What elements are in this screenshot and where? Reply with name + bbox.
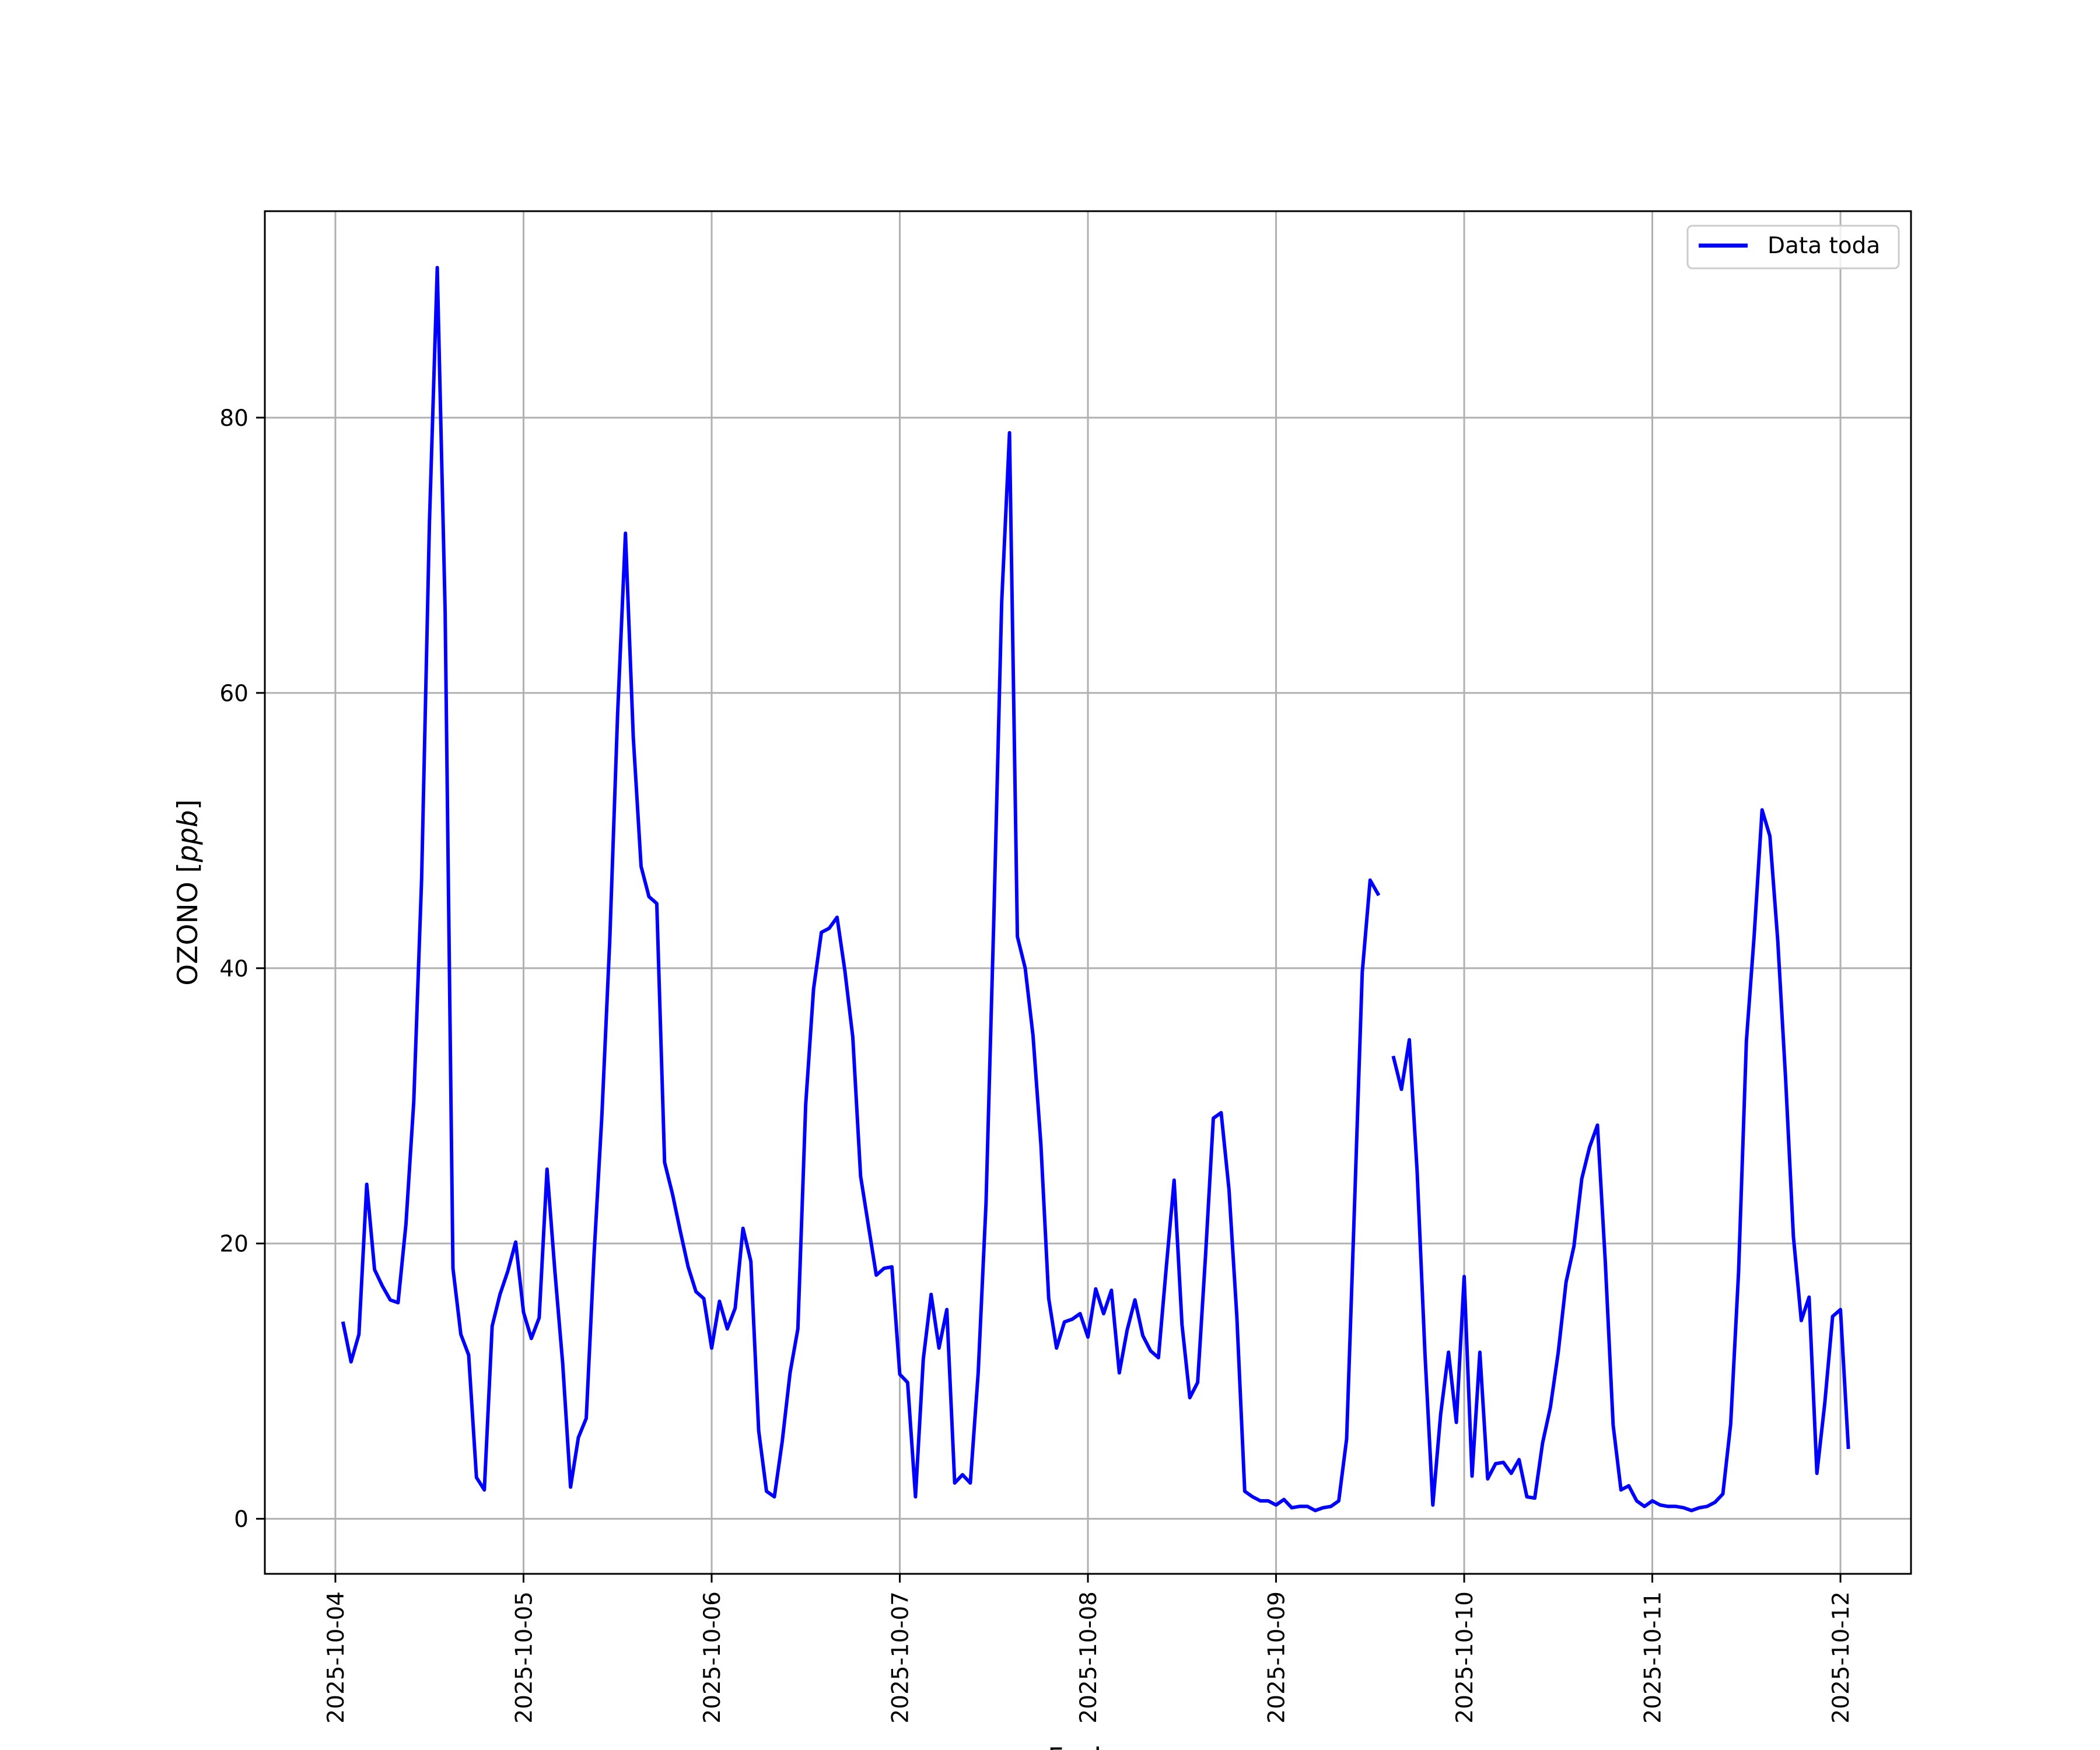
x-axis-ticks: 2025-10-04 2025-10-05 2025-10-06 2025-10-07… bbox=[323, 1574, 1854, 1724]
y-axis-title: OZONO [ppb] bbox=[172, 799, 204, 985]
y-tick-label: 0 bbox=[234, 1507, 249, 1533]
x-tick-label: 2025-10-04 bbox=[323, 1591, 349, 1724]
y-axis-ticks: 0 20 40 60 80 bbox=[219, 405, 265, 1533]
y-axis-title-unit: ppb bbox=[172, 810, 204, 863]
x-tick-label: 2025-10-07 bbox=[887, 1591, 914, 1724]
y-axis-title-bracket-close: ] bbox=[172, 799, 204, 810]
series-line bbox=[1391, 808, 1850, 1513]
x-tick-label: 2025-10-06 bbox=[699, 1591, 726, 1724]
x-tick-label: 2025-10-12 bbox=[1828, 1591, 1854, 1724]
x-tick-label: 2025-10-08 bbox=[1076, 1591, 1102, 1724]
x-axis-title: Fecha bbox=[1048, 1742, 1128, 1750]
x-tick-label: 2025-10-09 bbox=[1264, 1591, 1290, 1724]
legend: Data toda bbox=[1686, 225, 1900, 270]
grid-lines bbox=[265, 211, 1911, 1574]
x-tick-label: 2025-10-10 bbox=[1452, 1591, 1478, 1724]
y-tick-label: 60 bbox=[219, 681, 249, 707]
series-line bbox=[341, 265, 1381, 1513]
legend-box bbox=[1686, 225, 1900, 270]
y-tick-label: 20 bbox=[219, 1231, 249, 1258]
y-axis-title-main: OZONO bbox=[172, 873, 204, 985]
series-layer bbox=[341, 265, 1850, 1513]
y-tick-label: 40 bbox=[219, 956, 249, 982]
legend-label: Data toda bbox=[1768, 233, 1880, 259]
y-tick-label: 80 bbox=[219, 405, 249, 432]
x-tick-label: 2025-10-11 bbox=[1640, 1591, 1667, 1724]
y-axis-title-bracket-open: [ bbox=[172, 862, 204, 873]
x-tick-label: 2025-10-05 bbox=[511, 1591, 537, 1724]
